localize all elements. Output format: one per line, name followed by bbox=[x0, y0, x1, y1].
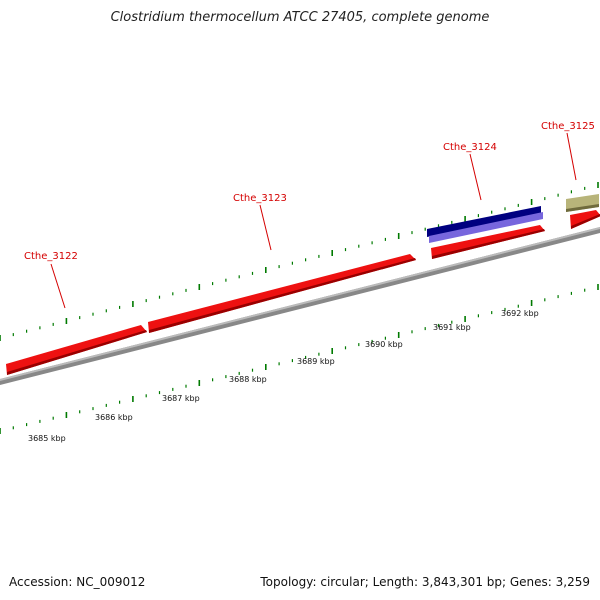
gene-label-cthe-3125: Cthe_3125 bbox=[541, 121, 595, 132]
scale-label-3687: 3687 kbp bbox=[162, 394, 200, 403]
gene-label-cthe-3123: Cthe_3123 bbox=[233, 193, 287, 204]
accession-label: Accession: NC_009012 bbox=[9, 575, 146, 589]
scale-label-3685: 3685 kbp bbox=[28, 434, 66, 443]
lower-tick-row bbox=[0, 284, 599, 434]
other-track-shadow bbox=[566, 204, 599, 212]
gene-label-cthe-3124: Cthe_3124 bbox=[443, 142, 497, 153]
label-leader-cthe-3122 bbox=[50, 263, 66, 309]
scale-label-3690: 3690 kbp bbox=[365, 340, 403, 349]
feature-dark-bar[interactable] bbox=[427, 206, 541, 237]
scale-label-3688: 3688 kbp bbox=[229, 375, 267, 384]
gene-cthe-3124[interactable] bbox=[431, 225, 545, 259]
gene-arrow-shade bbox=[149, 258, 416, 333]
scale-label-3686: 3686 kbp bbox=[95, 413, 133, 422]
upper-tick-row bbox=[0, 182, 599, 341]
map-title: Clostridium thermocellum ATCC 27405, com… bbox=[110, 10, 490, 25]
gene-cthe-3123[interactable] bbox=[148, 254, 416, 333]
feature-light-bar[interactable] bbox=[429, 212, 543, 243]
gene-cthe-3122[interactable] bbox=[6, 325, 147, 375]
gene-arrow-shade bbox=[571, 214, 600, 229]
scale-label-3691: 3691 kbp bbox=[433, 323, 471, 332]
scale-label-3692: 3692 kbp bbox=[501, 309, 539, 318]
gene-label-cthe-3122: Cthe_3122 bbox=[24, 251, 78, 262]
label-leader-cthe-3125 bbox=[566, 132, 577, 181]
genome-summary: Topology: circular; Length: 3,843,301 bp… bbox=[260, 575, 590, 589]
gene-arrow-shade bbox=[432, 229, 545, 259]
genome-backbone-highlight bbox=[0, 227, 600, 381]
label-leader-cthe-3124 bbox=[469, 153, 482, 201]
gene-arrow-shade bbox=[7, 330, 147, 375]
label-leader-cthe-3123 bbox=[259, 204, 272, 251]
gene-cthe-3125[interactable] bbox=[570, 210, 600, 229]
scale-label-3689: 3689 kbp bbox=[297, 357, 335, 366]
